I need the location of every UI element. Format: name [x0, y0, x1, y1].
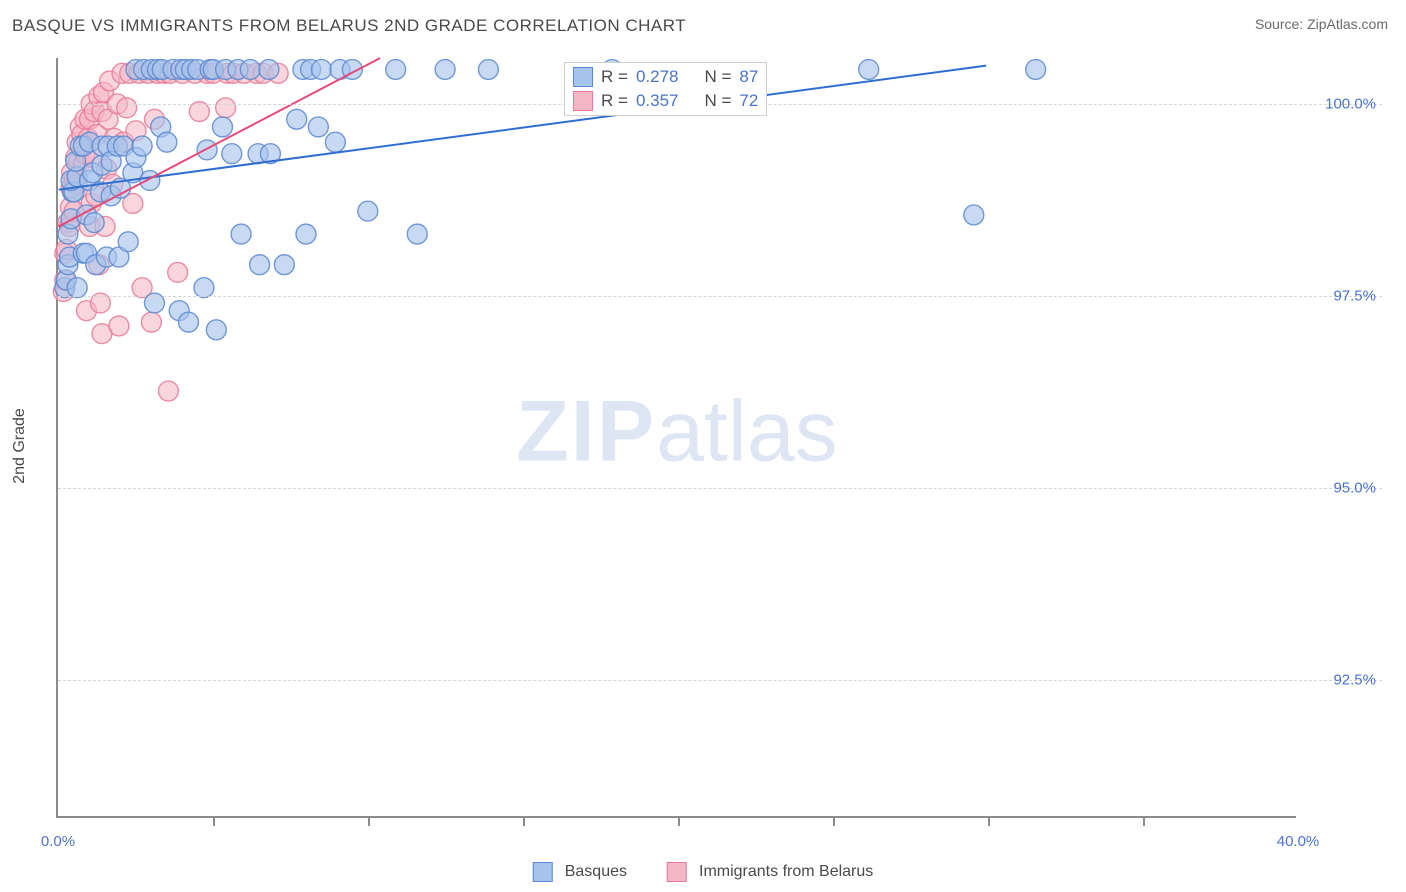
scatter-point-basques [67, 278, 87, 298]
scatter-point-basques [179, 312, 199, 332]
stats-n-value-basques: 87 [739, 67, 758, 87]
stats-n-label: N = [704, 91, 731, 111]
stats-r-value-belarus: 0.357 [636, 91, 679, 111]
scatter-point-basques [358, 201, 378, 221]
scatter-point-basques [325, 132, 345, 152]
scatter-point-basques [206, 320, 226, 340]
stats-n-label: N = [704, 67, 731, 87]
scatter-point-basques [296, 224, 316, 244]
xtick [1143, 816, 1145, 826]
scatter-point-belarus [141, 312, 161, 332]
xtick [523, 816, 525, 826]
legend-swatch-basques [533, 862, 553, 882]
stats-r-label: R = [601, 67, 628, 87]
scatter-point-basques [407, 224, 427, 244]
scatter-point-belarus [109, 316, 129, 336]
source-attribution: Source: ZipAtlas.com [1255, 16, 1388, 32]
scatter-point-basques [197, 140, 217, 160]
scatter-point-basques [1026, 60, 1046, 80]
scatter-point-belarus [117, 98, 137, 118]
xtick [988, 816, 990, 826]
stats-swatch-belarus [573, 91, 593, 111]
xtick [833, 816, 835, 826]
stats-row-belarus: R = 0.357 N = 72 [569, 89, 762, 113]
stats-row-basques: R = 0.278 N = 87 [569, 65, 762, 89]
plot-area: ZIPatlas 92.5%95.0%97.5%100.0%0.0%40.0% [56, 58, 1296, 818]
trendline-basques [59, 66, 987, 190]
scatter-point-basques [213, 117, 233, 137]
scatter-point-belarus [158, 381, 178, 401]
scatter-point-basques [259, 60, 279, 80]
stats-box: R = 0.278 N = 87 R = 0.357 N = 72 [564, 62, 767, 116]
scatter-point-basques [287, 109, 307, 129]
scatter-point-basques [386, 60, 406, 80]
xtick [213, 816, 215, 826]
xtick-label-min: 0.0% [41, 833, 75, 850]
stats-r-label: R = [601, 91, 628, 111]
scatter-point-basques [118, 232, 138, 252]
scatter-point-basques [140, 171, 160, 191]
xtick [368, 816, 370, 826]
scatter-point-basques [222, 144, 242, 164]
chart-title: BASQUE VS IMMIGRANTS FROM BELARUS 2ND GR… [12, 16, 686, 36]
ytick-label: 100.0% [1306, 96, 1376, 113]
scatter-point-basques [132, 136, 152, 156]
ytick-label: 97.5% [1306, 287, 1376, 304]
stats-r-value-basques: 0.278 [636, 67, 679, 87]
ytick-label: 92.5% [1306, 671, 1376, 688]
scatter-point-belarus [168, 262, 188, 282]
stats-n-value-belarus: 72 [739, 91, 758, 111]
legend: Basques Immigrants from Belarus [533, 862, 874, 882]
scatter-point-basques [964, 205, 984, 225]
xtick [678, 816, 680, 826]
scatter-point-basques [240, 60, 260, 80]
legend-swatch-belarus [667, 862, 687, 882]
scatter-point-basques [250, 255, 270, 275]
legend-label-basques: Basques [565, 863, 627, 881]
plot-svg [58, 58, 1296, 816]
y-axis-label: 2nd Grade [11, 408, 29, 484]
scatter-point-belarus [216, 98, 236, 118]
gridline-h [58, 680, 1382, 681]
scatter-point-basques [231, 224, 251, 244]
scatter-point-basques [274, 255, 294, 275]
xtick-label-max: 40.0% [1277, 833, 1320, 850]
scatter-point-basques [478, 60, 498, 80]
scatter-point-basques [84, 213, 104, 233]
ytick-label: 95.0% [1306, 479, 1376, 496]
scatter-point-basques [194, 278, 214, 298]
scatter-point-basques [311, 60, 331, 80]
gridline-h [58, 296, 1382, 297]
scatter-point-basques [157, 132, 177, 152]
legend-label-belarus: Immigrants from Belarus [699, 863, 873, 881]
scatter-point-basques [308, 117, 328, 137]
stats-swatch-basques [573, 67, 593, 87]
gridline-h [58, 488, 1382, 489]
scatter-point-basques [435, 60, 455, 80]
scatter-point-basques [859, 60, 879, 80]
